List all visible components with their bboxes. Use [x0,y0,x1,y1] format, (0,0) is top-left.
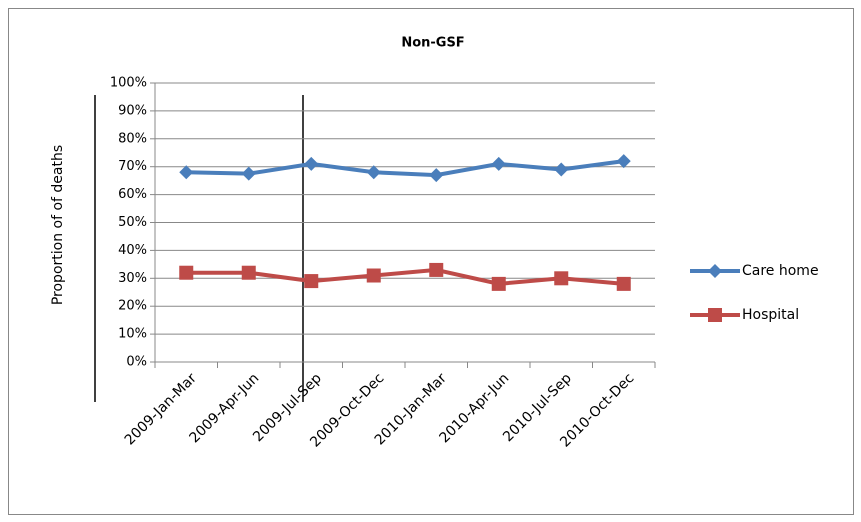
legend-marker [708,264,722,278]
series-line [186,159,625,178]
y-tick-label: 30% [118,271,147,286]
y-tick-label: 100% [110,76,147,91]
y-tick-label: 50% [118,215,147,230]
point [491,156,506,171]
point [304,156,319,171]
point [616,276,631,291]
y-tick-label: 10% [118,327,147,342]
y-tick-label: 60% [118,187,147,202]
series-line [186,267,624,286]
point [491,276,506,291]
legend-label: Hospital [742,307,799,323]
y-tick-label: 40% [118,243,147,258]
point [241,265,256,280]
chart-title: Non-GSF [401,36,464,51]
point [554,271,569,286]
point [179,265,194,280]
point [304,274,319,289]
point [241,166,256,181]
point [366,165,381,180]
point [179,165,194,180]
y-tick-label: 20% [118,299,147,314]
y-axis-label: Proportion of of deaths [50,145,66,305]
point [554,162,569,177]
legend-marker [708,308,722,322]
point [429,262,444,277]
point [429,168,444,183]
y-tick-label: 80% [118,131,147,146]
legend-label: Care home [742,263,819,279]
point [616,154,631,169]
y-tick-label: 90% [118,103,147,118]
chart-border [8,8,854,515]
point [366,268,381,283]
y-tick-label: 0% [126,355,147,370]
y-tick-label: 70% [118,159,147,174]
